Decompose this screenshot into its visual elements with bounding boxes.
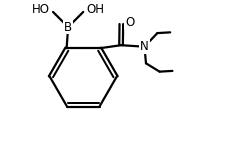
Text: O: O: [125, 16, 134, 29]
Text: N: N: [139, 40, 148, 53]
Text: OH: OH: [86, 3, 104, 16]
Text: HO: HO: [32, 3, 50, 16]
Text: B: B: [64, 20, 72, 34]
